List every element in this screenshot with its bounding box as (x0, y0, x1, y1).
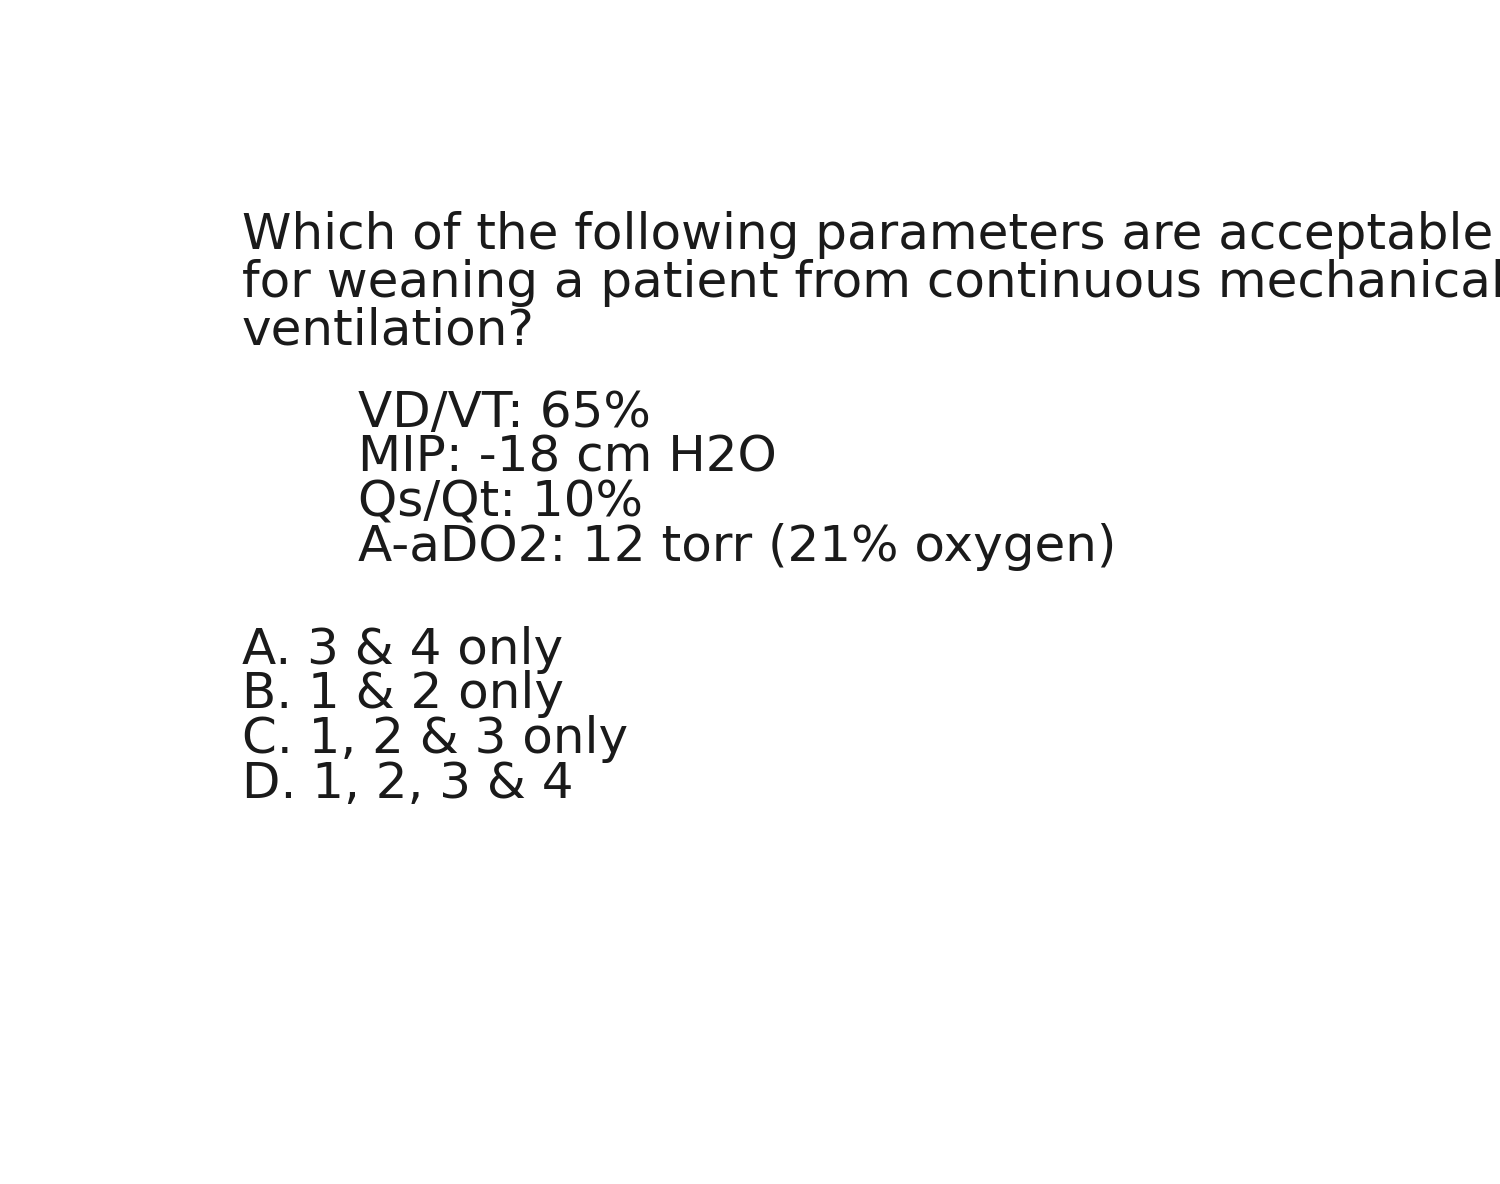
Text: ventilation?: ventilation? (242, 307, 534, 355)
Text: MIP: -18 cm H2O: MIP: -18 cm H2O (358, 433, 777, 482)
Text: B. 1 & 2 only: B. 1 & 2 only (242, 670, 564, 719)
Text: A. 3 & 4 only: A. 3 & 4 only (242, 625, 562, 674)
Text: Which of the following parameters are acceptable: Which of the following parameters are ac… (242, 212, 1492, 259)
Text: VD/VT: 65%: VD/VT: 65% (358, 390, 651, 437)
Text: A-aDO2: 12 torr (21% oxygen): A-aDO2: 12 torr (21% oxygen) (358, 523, 1116, 571)
Text: Qs/Qt: 10%: Qs/Qt: 10% (358, 478, 644, 527)
Text: C. 1, 2 & 3 only: C. 1, 2 & 3 only (242, 715, 628, 762)
Text: for weaning a patient from continuous mechanical: for weaning a patient from continuous me… (242, 259, 1500, 307)
Text: D. 1, 2, 3 & 4: D. 1, 2, 3 & 4 (242, 760, 573, 807)
